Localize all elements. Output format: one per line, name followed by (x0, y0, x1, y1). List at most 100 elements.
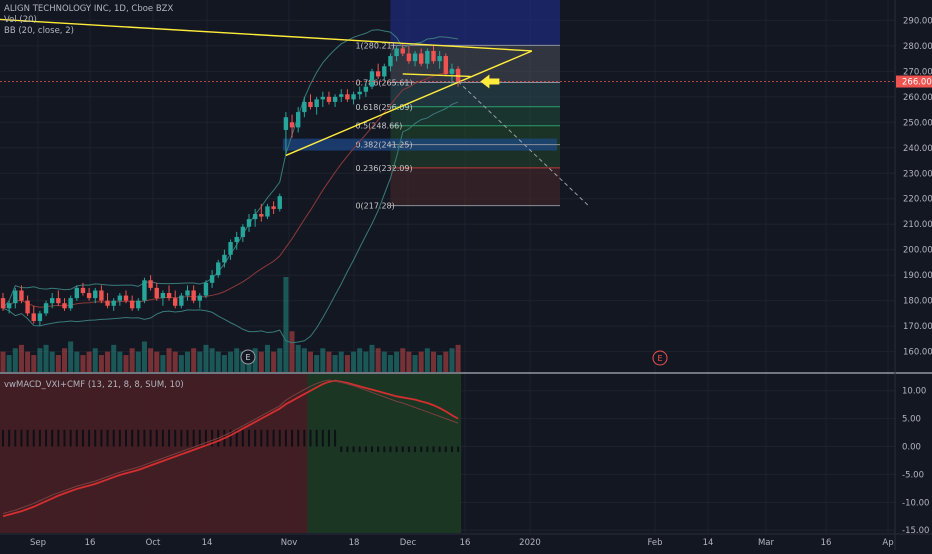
volume-bar (277, 348, 283, 372)
histogram-bar (180, 429, 183, 447)
indicator-axis-label: -15.00 (902, 526, 929, 536)
histogram-bar (149, 429, 152, 447)
histogram-bar (75, 429, 78, 447)
candle-body (86, 293, 92, 299)
price-axis-label: 230.00 (903, 169, 932, 179)
histogram-bar (383, 446, 386, 453)
indicator-legend-title[interactable]: vwMACD_VXI+CMF (13, 21, 8, 8, SUM, 10) (4, 380, 184, 390)
histogram-bar (352, 446, 355, 453)
histogram-bar (125, 429, 127, 447)
candle-body (93, 290, 98, 299)
volume-bar (209, 348, 215, 372)
volume-bar (252, 348, 258, 372)
time-axis-label: Mar (758, 538, 775, 548)
volume-bar (344, 355, 350, 372)
candle-body (197, 295, 202, 301)
histogram-bar (88, 429, 91, 447)
histogram-bar (444, 446, 447, 453)
candle-body (449, 68, 455, 74)
histogram-bar (432, 446, 435, 453)
candle-body (351, 94, 356, 100)
candle-body (406, 53, 412, 62)
candle-body (148, 280, 153, 288)
fib-zone (390, 106, 560, 126)
histogram-bar (204, 429, 207, 447)
histogram-bar (174, 429, 177, 447)
candle-body (19, 290, 24, 301)
signal-line (2, 379, 459, 514)
volume-bar (363, 351, 369, 372)
macd-line (2, 379, 459, 518)
volume-bar (289, 331, 295, 372)
histogram-bar (155, 429, 158, 447)
time-axis-label: 16 (821, 538, 832, 548)
volume-bar (418, 351, 424, 372)
volume-bar (166, 348, 172, 372)
candle-body (111, 300, 116, 306)
upper-trendline (0, 18, 532, 52)
fib-level-label: 0.382(241.25) (355, 141, 412, 150)
bollinger-legend[interactable]: BB (20, close, 2) (4, 26, 74, 36)
histogram-bar (26, 429, 29, 447)
volume-bar (412, 355, 418, 372)
candle-body (179, 295, 184, 306)
price-axis-label: 210.00 (903, 220, 932, 230)
histogram-bar (426, 446, 429, 453)
volume-bar (6, 355, 12, 372)
candle-body (222, 254, 227, 263)
volume-bar (55, 355, 61, 372)
candle-body (382, 66, 387, 77)
candle-body (68, 298, 73, 309)
time-axis-label: 16 (85, 538, 96, 548)
earnings-marker-label: E (657, 354, 662, 363)
volume-bar (62, 348, 67, 372)
symbol-title[interactable]: ALIGN TECHNOLOGY INC, 1D, Cboe BZX (4, 4, 174, 14)
candle-body (375, 71, 381, 77)
candle-body (394, 48, 399, 57)
price-axis-label: 250.00 (903, 118, 932, 128)
candle-body (166, 293, 172, 299)
projection-line (457, 81, 590, 207)
volume-bar (221, 355, 227, 372)
histogram-bar (266, 429, 269, 447)
volume-bar (228, 351, 234, 372)
histogram-bar (309, 429, 312, 447)
candle-body (443, 56, 448, 74)
volume-bar (25, 351, 31, 372)
volume-bar (203, 344, 209, 372)
time-axis-label: 2020 (519, 538, 541, 548)
fib-level-label: 0.786(265.61) (355, 79, 412, 88)
candle-body (271, 206, 276, 209)
volume-bar (178, 355, 184, 372)
lower-trendline (285, 50, 533, 157)
histogram-bar (272, 429, 275, 447)
candle-body (308, 101, 313, 108)
volume-bar (234, 348, 240, 372)
histogram-bar (192, 429, 195, 447)
volume-bar (443, 351, 449, 372)
candle-body (13, 290, 18, 304)
volume-bar (74, 351, 80, 372)
histogram-bar (2, 429, 4, 447)
candle-body (332, 96, 338, 102)
price-axis-label: 260.00 (903, 93, 932, 103)
histogram-bar (297, 429, 300, 447)
indicator-legend: vwMACD_VXI+CMF (13, 21, 8, 8, SUM, 10) (4, 380, 184, 391)
candle-body (105, 300, 110, 306)
candle-body (277, 196, 282, 209)
volume-bar (92, 348, 98, 372)
bollinger-lower (2, 101, 459, 344)
time-axis-label: Dec (400, 538, 417, 548)
volume-bar (320, 348, 326, 372)
candle-body (185, 290, 190, 296)
histogram-bar (278, 429, 281, 447)
candle-body (136, 300, 141, 309)
histogram-bar (407, 446, 410, 453)
volume-legend[interactable]: Vol (20) (4, 15, 37, 25)
histogram-bar (389, 446, 392, 453)
volume-bar (387, 355, 393, 372)
candle-body (369, 71, 375, 87)
volume-bar (129, 348, 135, 372)
